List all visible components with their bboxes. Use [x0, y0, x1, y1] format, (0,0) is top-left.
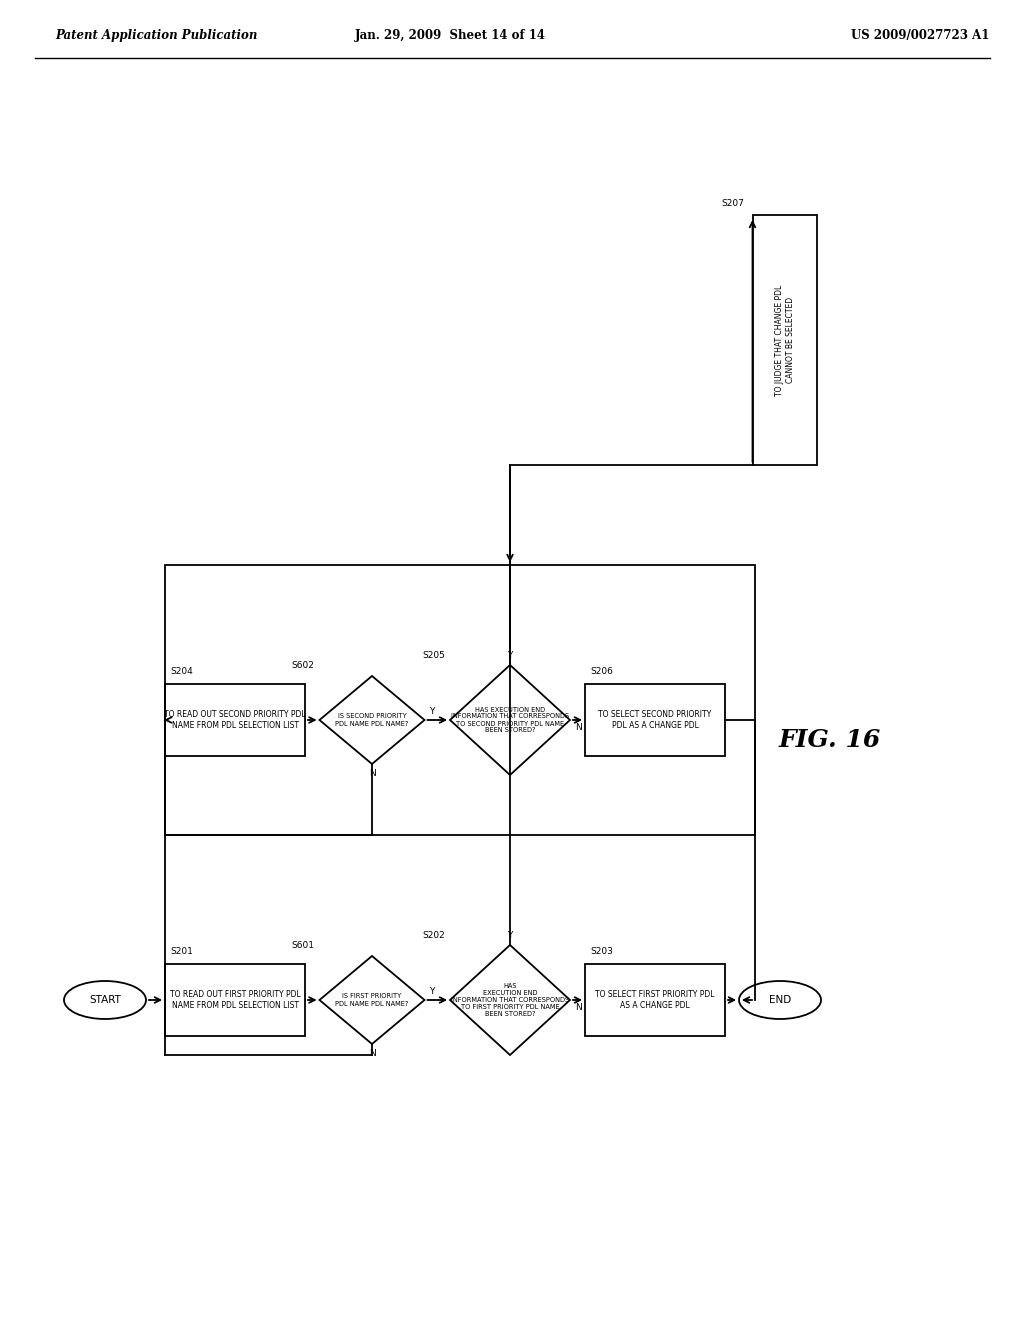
- Text: TO JUDGE THAT CHANGE PDL
CANNOT BE SELECTED: TO JUDGE THAT CHANGE PDL CANNOT BE SELEC…: [775, 284, 795, 396]
- Text: S202: S202: [422, 931, 445, 940]
- Text: N: N: [575, 1003, 582, 1012]
- Text: START: START: [89, 995, 121, 1005]
- Text: S201: S201: [170, 948, 193, 957]
- Text: S206: S206: [590, 668, 613, 676]
- Text: S602: S602: [292, 661, 314, 671]
- Text: Y: Y: [507, 931, 513, 940]
- Text: S207: S207: [722, 198, 744, 207]
- Text: S205: S205: [422, 651, 445, 660]
- Text: HAS EXECUTION END
INFORMATION THAT CORRESPONDS
TO SECOND PRIORITY PDL NAME
BEEN : HAS EXECUTION END INFORMATION THAT CORRE…: [451, 706, 569, 734]
- Text: N: N: [575, 723, 582, 733]
- Text: Y: Y: [507, 651, 513, 660]
- Text: Y: Y: [429, 708, 435, 717]
- Text: S204: S204: [170, 668, 193, 676]
- Text: Patent Application Publication: Patent Application Publication: [55, 29, 257, 41]
- Text: N: N: [369, 770, 376, 779]
- Text: TO SELECT FIRST PRIORITY PDL
AS A CHANGE PDL: TO SELECT FIRST PRIORITY PDL AS A CHANGE…: [595, 990, 715, 1010]
- Text: S601: S601: [292, 941, 314, 950]
- Text: Jan. 29, 2009  Sheet 14 of 14: Jan. 29, 2009 Sheet 14 of 14: [354, 29, 546, 41]
- Text: FIG. 16: FIG. 16: [779, 729, 881, 752]
- Text: TO READ OUT FIRST PRIORITY PDL
NAME FROM PDL SELECTION LIST: TO READ OUT FIRST PRIORITY PDL NAME FROM…: [170, 990, 300, 1010]
- Text: IS SECOND PRIORITY
PDL NAME PDL NAME?: IS SECOND PRIORITY PDL NAME PDL NAME?: [335, 714, 409, 726]
- Text: END: END: [769, 995, 792, 1005]
- Text: IS FIRST PRIORITY
PDL NAME PDL NAME?: IS FIRST PRIORITY PDL NAME PDL NAME?: [335, 994, 409, 1006]
- Text: N: N: [369, 1049, 376, 1059]
- Text: US 2009/0027723 A1: US 2009/0027723 A1: [851, 29, 989, 41]
- Text: HAS
EXECUTION END
INFORMATION THAT CORRESPONDS
TO FIRST PRIORITY PDL NAME
BEEN S: HAS EXECUTION END INFORMATION THAT CORRE…: [451, 983, 569, 1016]
- Text: TO SELECT SECOND PRIORITY
PDL AS A CHANGE PDL: TO SELECT SECOND PRIORITY PDL AS A CHANG…: [598, 710, 712, 730]
- Text: TO READ OUT SECOND PRIORITY PDL
NAME FROM PDL SELECTION LIST: TO READ OUT SECOND PRIORITY PDL NAME FRO…: [164, 710, 306, 730]
- Text: Y: Y: [429, 987, 435, 997]
- Text: S203: S203: [590, 948, 613, 957]
